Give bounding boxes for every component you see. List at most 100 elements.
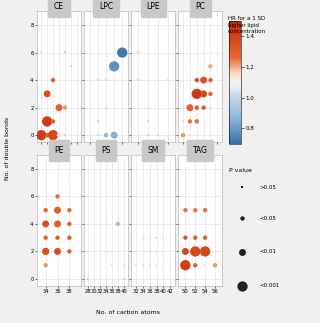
Point [62,132,68,138]
Point [39,50,44,55]
Point [154,249,159,254]
Point [44,132,50,138]
Point [161,263,166,268]
Point [62,105,68,110]
Point [140,235,146,240]
Point [193,249,198,254]
Point [103,78,108,83]
Point [146,119,151,124]
Point [212,263,218,268]
Point [201,105,206,110]
Text: >0.05: >0.05 [260,185,276,190]
Point [56,105,61,110]
Point [208,64,213,69]
Point [109,208,115,213]
Point [212,166,218,172]
Point [44,119,50,124]
Point [208,50,213,55]
Point [194,78,199,83]
Point [183,235,188,240]
Point [183,208,188,213]
Title: LPC: LPC [99,2,113,11]
Point [51,78,56,83]
Point [203,221,208,226]
Point [56,132,61,138]
Point [133,263,139,268]
Point [55,208,60,213]
Title: PE: PE [54,146,64,155]
Point [180,91,186,97]
Point [183,221,188,226]
Point [43,208,48,213]
Point [193,208,198,213]
Point [183,249,188,254]
Point [194,105,199,110]
Point [55,194,60,199]
Point [43,263,48,268]
Point [55,221,60,226]
Point [161,249,166,254]
Point [67,249,72,254]
Point [55,235,60,240]
Point [140,249,146,254]
Point [194,91,199,97]
Point [188,132,193,138]
Point [161,235,166,240]
Point [109,221,115,226]
Point [43,249,48,254]
Point [239,249,244,255]
Text: <0.05: <0.05 [260,216,276,221]
Title: SM: SM [148,146,159,155]
Point [215,78,220,83]
Point [194,119,199,124]
Point [43,249,48,254]
Point [147,263,152,268]
Title: CE: CE [54,2,64,11]
Point [188,119,193,124]
Point [201,50,206,55]
Point [95,119,100,124]
Point [136,78,141,83]
Point [67,221,72,226]
Point [68,132,73,138]
Point [109,263,115,268]
Text: No. of carbon atoms: No. of carbon atoms [96,310,160,315]
Point [68,64,73,69]
Point [239,185,244,190]
Point [208,91,213,97]
Point [55,249,60,254]
Title: PS: PS [101,146,111,155]
Point [156,132,161,138]
Point [201,91,206,97]
Point [112,64,117,69]
Point [103,132,108,138]
Point [136,50,141,55]
Point [67,180,72,185]
Point [133,263,139,268]
Point [146,132,151,138]
Text: P value: P value [229,168,252,173]
Point [183,263,188,268]
Point [203,208,208,213]
Text: No. of double bonds: No. of double bonds [5,117,11,180]
Point [239,283,244,288]
Point [168,249,173,254]
Point [112,132,117,138]
Point [140,263,146,268]
Point [43,221,48,226]
Point [95,78,100,83]
Point [208,105,213,110]
Point [120,50,125,55]
Point [121,276,126,282]
Point [146,105,151,110]
Point [115,180,120,185]
Point [168,263,173,268]
Point [51,132,56,138]
Point [193,221,198,226]
Point [193,263,198,268]
Point [208,78,213,83]
Point [239,216,244,221]
Point [62,50,68,55]
Point [147,235,152,240]
Point [180,132,186,138]
